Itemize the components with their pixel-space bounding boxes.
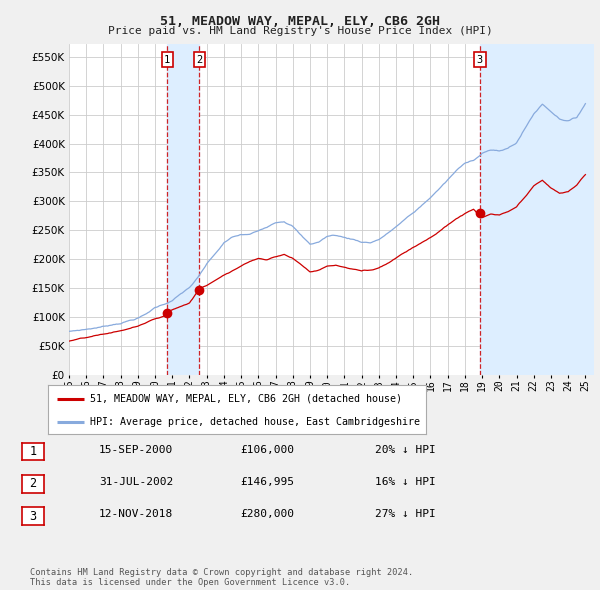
Text: 12-NOV-2018: 12-NOV-2018 — [99, 510, 173, 519]
Text: £106,000: £106,000 — [240, 445, 294, 454]
Text: 16% ↓ HPI: 16% ↓ HPI — [375, 477, 436, 487]
Text: Contains HM Land Registry data © Crown copyright and database right 2024.
This d: Contains HM Land Registry data © Crown c… — [30, 568, 413, 587]
Text: 31-JUL-2002: 31-JUL-2002 — [99, 477, 173, 487]
Text: £146,995: £146,995 — [240, 477, 294, 487]
Text: 3: 3 — [477, 55, 483, 65]
Text: HPI: Average price, detached house, East Cambridgeshire: HPI: Average price, detached house, East… — [89, 417, 419, 427]
Text: 51, MEADOW WAY, MEPAL, ELY, CB6 2GH: 51, MEADOW WAY, MEPAL, ELY, CB6 2GH — [160, 15, 440, 28]
Text: 2: 2 — [196, 55, 203, 65]
Text: 27% ↓ HPI: 27% ↓ HPI — [375, 510, 436, 519]
Text: 1: 1 — [164, 55, 170, 65]
Bar — [480, 44, 594, 375]
Bar — [167, 44, 199, 375]
Text: 15-SEP-2000: 15-SEP-2000 — [99, 445, 173, 454]
Text: 51, MEADOW WAY, MEPAL, ELY, CB6 2GH (detached house): 51, MEADOW WAY, MEPAL, ELY, CB6 2GH (det… — [89, 394, 401, 404]
Text: 2: 2 — [29, 477, 37, 490]
Text: £280,000: £280,000 — [240, 510, 294, 519]
Text: 1: 1 — [29, 445, 37, 458]
Text: 3: 3 — [29, 510, 37, 523]
Text: 20% ↓ HPI: 20% ↓ HPI — [375, 445, 436, 454]
Text: Price paid vs. HM Land Registry's House Price Index (HPI): Price paid vs. HM Land Registry's House … — [107, 26, 493, 36]
